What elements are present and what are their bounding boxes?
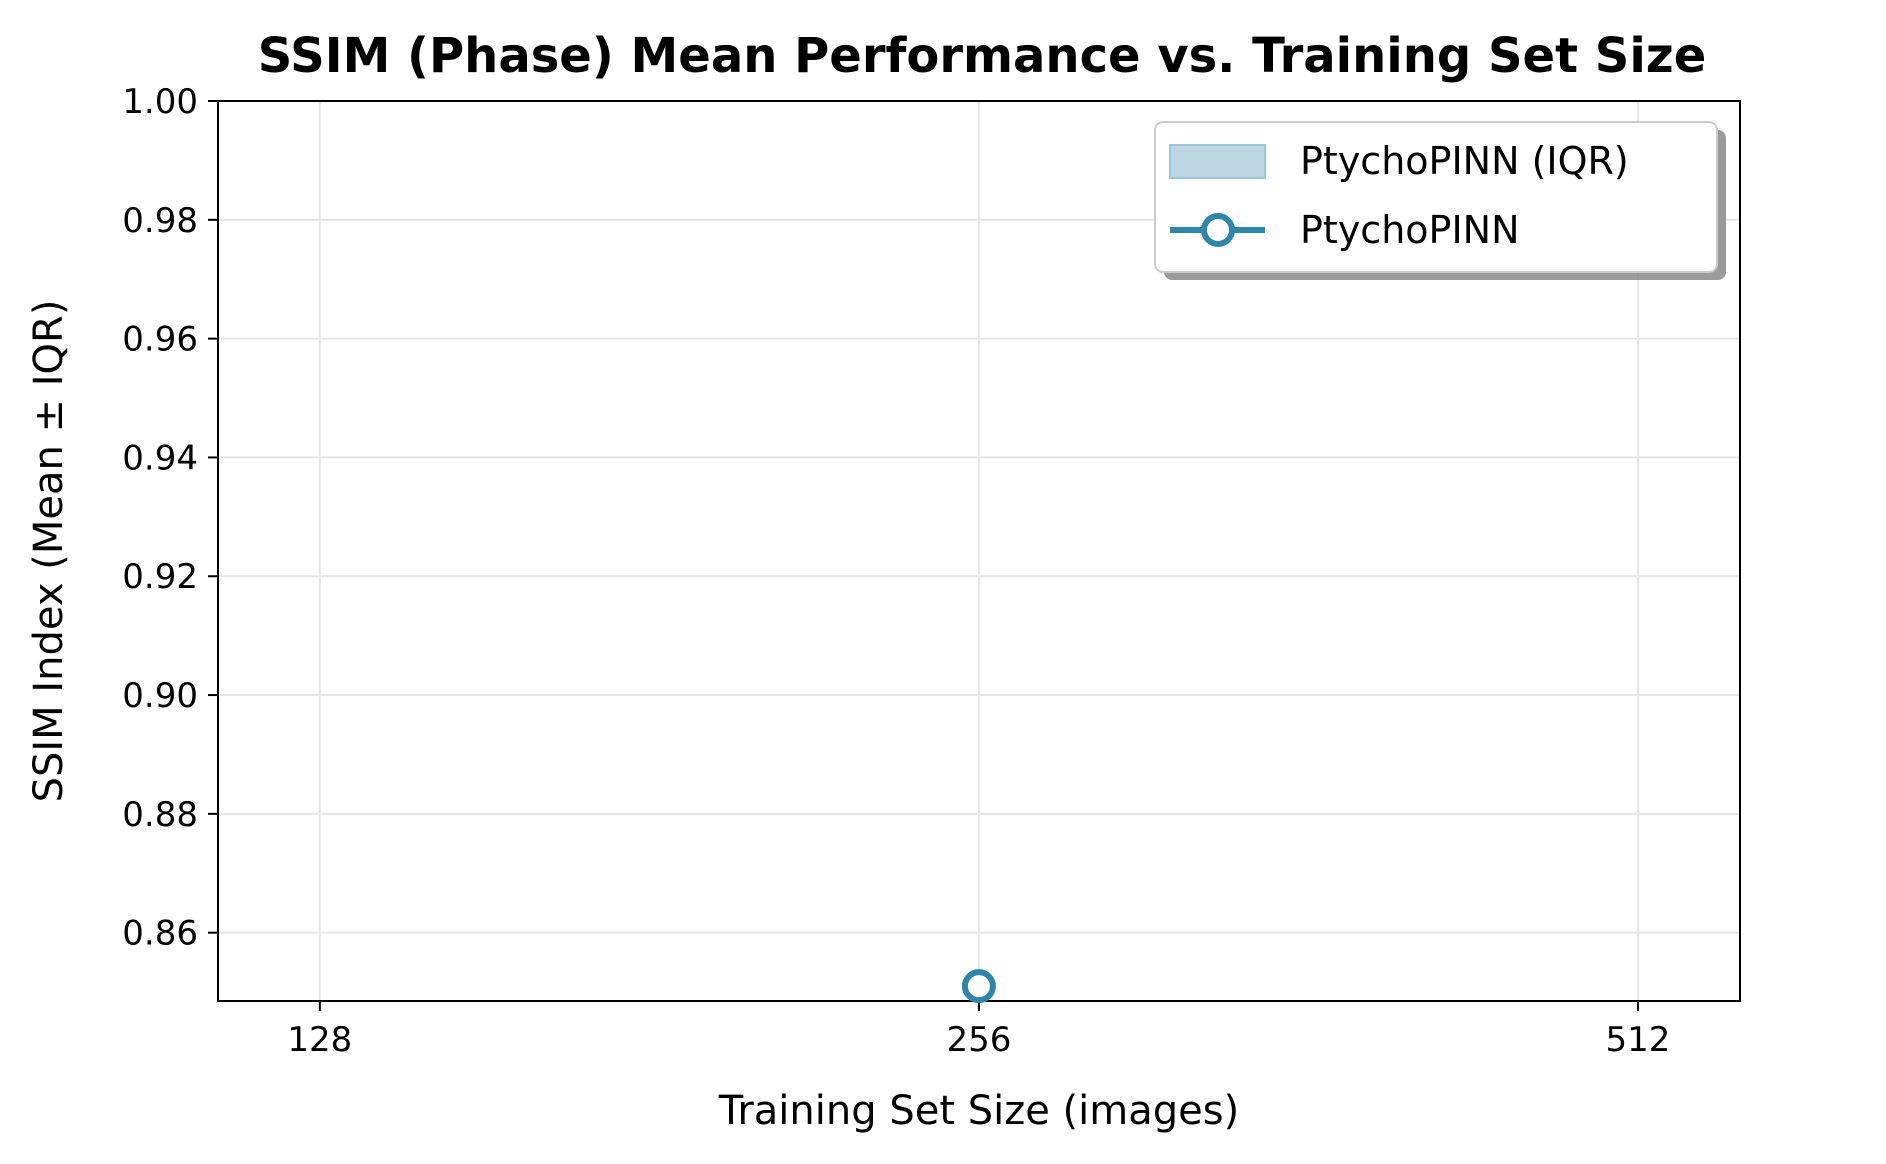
legend-label-series: PtychoPINN [1300,208,1520,252]
y-tick-label: 1.00 [122,82,198,122]
chart-title: SSIM (Phase) Mean Performance vs. Traini… [258,28,1707,84]
y-tick-label: 0.96 [122,320,198,360]
x-tick-label: 256 [946,1020,1011,1060]
data-point [961,969,996,1004]
x-axis-label: Training Set Size (images) [718,1088,1239,1134]
x-tick-label: 128 [287,1020,352,1060]
y-tick-label: 0.88 [122,795,198,835]
y-axis-label: SSIM Index (Mean ± IQR) [26,300,72,803]
legend-marker-swatch [1201,213,1235,247]
y-tick-label: 0.92 [122,557,198,597]
y-tick-label: 0.94 [122,438,198,478]
y-tick-label: 0.90 [122,676,198,716]
legend[interactable]: PtychoPINN (IQR) PtychoPINN [1154,121,1726,280]
x-axis: 128 256 512 [287,1001,1670,1060]
y-tick-label: 0.98 [122,201,198,241]
legend-label-iqr: PtychoPINN (IQR) [1300,139,1629,183]
legend-box [1154,121,1718,273]
y-axis: 0.86 0.88 0.90 0.92 0.94 0.96 0.98 1.00 [122,82,218,954]
series-layer [961,969,996,1004]
x-tick-label: 512 [1606,1020,1671,1060]
y-tick-label: 0.86 [122,914,198,954]
legend-iqr-swatch [1169,144,1266,179]
